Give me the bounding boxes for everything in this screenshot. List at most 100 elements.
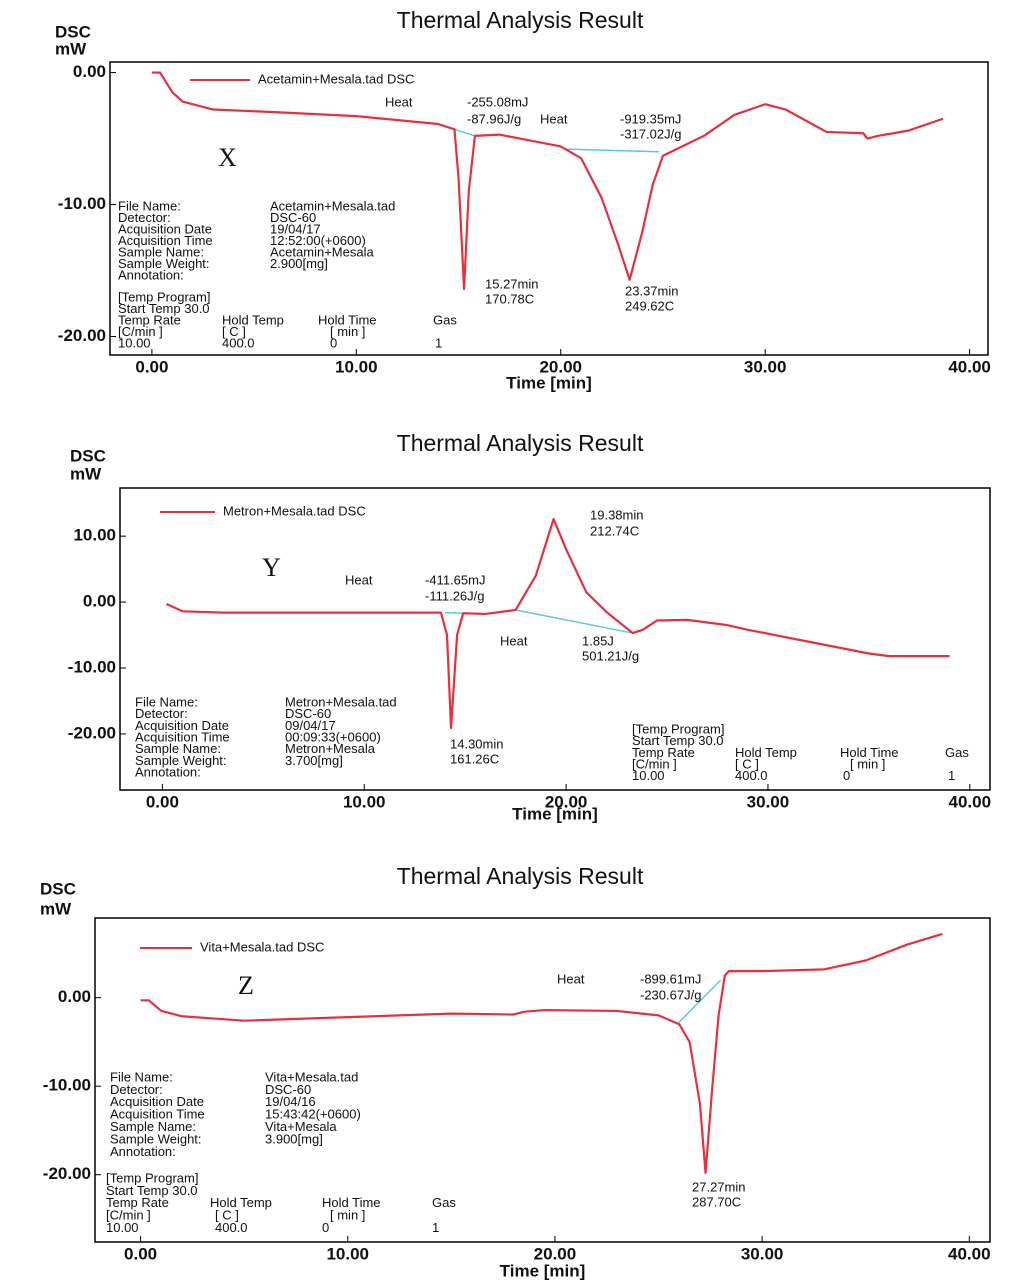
- x-tick-label: 20.00: [539, 357, 582, 376]
- temp-column: Gas: [433, 312, 457, 327]
- y-axis-label: DSC: [55, 22, 91, 41]
- temp-value: 400.0: [735, 768, 768, 783]
- temp-unit: [C/min ]: [106, 1208, 151, 1223]
- x-tick-label: 30.00: [744, 357, 787, 376]
- annotation: 1.85J: [582, 633, 614, 648]
- legend-label: Metron+Mesala.tad DSC: [223, 503, 366, 518]
- temp-unit: [ C ]: [215, 1208, 239, 1223]
- annotation: -255.08mJ: [467, 94, 528, 109]
- x-tick-label: 0.00: [135, 357, 168, 376]
- legend-label: Vita+Mesala.tad DSC: [200, 939, 324, 954]
- info-label: Acquisition Date: [110, 1094, 204, 1109]
- sample-label: Y: [262, 553, 281, 582]
- info-label: Acquisition Date: [135, 718, 229, 733]
- info-label: Sample Name:: [110, 1119, 196, 1134]
- info-label: Annotation:: [110, 1144, 176, 1159]
- temp-column: Hold Time: [322, 1195, 381, 1210]
- temp-program-title: [Temp Program]: [106, 1170, 198, 1185]
- annotation: -317.02J/g: [620, 126, 681, 141]
- baseline: [454, 128, 476, 137]
- info-label: File Name:: [110, 1069, 173, 1084]
- y-axis-label: mW: [40, 899, 72, 918]
- info-label: Sample Weight:: [135, 753, 227, 768]
- annotation: -899.61mJ: [640, 971, 701, 986]
- annotation: -919.35mJ: [620, 111, 681, 126]
- annotation: Heat: [345, 572, 373, 587]
- info-value: 00:09:33(+0600): [285, 730, 381, 745]
- annotation: 19.38min: [590, 507, 643, 522]
- temp-program-start: Start Temp 30.0: [106, 1183, 198, 1198]
- info-label: Annotation:: [118, 267, 184, 282]
- temp-value: 400.0: [222, 335, 255, 350]
- y-tick-label: 0.00: [58, 987, 91, 1006]
- x-axis-label: Time [min]: [512, 804, 598, 823]
- x-tick-label: 0.00: [146, 792, 179, 811]
- info-value: 3.700[mg]: [285, 753, 343, 768]
- y-tick-label: -20.00: [43, 1164, 91, 1183]
- x-tick-label: 0.00: [124, 1244, 157, 1263]
- x-tick-label: 10.00: [335, 357, 378, 376]
- dsc-curve: [165, 517, 950, 730]
- info-value: DSC-60: [285, 706, 331, 721]
- y-tick-label: 10.00: [73, 526, 116, 545]
- annotation: Heat: [500, 633, 528, 648]
- info-value: Vita+Mesala.tad: [265, 1069, 358, 1084]
- info-label: Sample Weight:: [110, 1131, 202, 1146]
- info-value: 19/04/17: [270, 221, 321, 236]
- info-value: 2.900[mg]: [270, 256, 328, 271]
- temp-unit: [C/min ]: [118, 324, 163, 339]
- y-tick-label: 0.00: [73, 62, 106, 81]
- info-value: Metron+Mesala: [285, 741, 376, 756]
- temp-column: Temp Rate: [118, 312, 181, 327]
- annotation: 15.27min: [485, 276, 538, 291]
- sample-label: X: [218, 143, 237, 172]
- temp-column: Hold Temp: [222, 312, 284, 327]
- annotation: 27.27min: [692, 1179, 745, 1194]
- temp-value: 1: [948, 768, 955, 783]
- annotation: Heat: [540, 111, 568, 126]
- x-tick-label: 30.00: [741, 1244, 784, 1263]
- annotation: 212.74C: [590, 523, 639, 538]
- info-label: Sample Name:: [135, 741, 221, 756]
- info-value: 09/04/17: [285, 718, 336, 733]
- annotation: -87.96J/g: [467, 111, 521, 126]
- temp-value: 10.00: [118, 335, 151, 350]
- dsc-curve: [140, 932, 943, 1175]
- annotation: -111.26J/g: [425, 588, 485, 603]
- info-value: 3.900[mg]: [265, 1131, 323, 1146]
- x-tick-label: 20.00: [545, 792, 588, 811]
- y-axis-label: mW: [55, 39, 87, 58]
- annotation: 23.37min: [625, 283, 678, 298]
- x-tick-label: 10.00: [326, 1244, 369, 1263]
- temp-column: Gas: [432, 1195, 456, 1210]
- temp-unit: [C/min ]: [632, 757, 677, 772]
- y-axis-label: DSC: [70, 446, 106, 465]
- y-axis-label: mW: [70, 464, 102, 483]
- sample-label: Z: [238, 971, 254, 1000]
- info-value: DSC-60: [270, 210, 316, 225]
- temp-unit: [ C ]: [222, 324, 246, 339]
- temp-column: Hold Temp: [735, 745, 797, 760]
- plot-frame: [109, 61, 989, 356]
- annotation: Heat: [385, 94, 413, 109]
- info-label: File Name:: [135, 694, 198, 709]
- info-label: Detector:: [110, 1082, 163, 1097]
- temp-value: 0: [322, 1220, 329, 1235]
- x-tick-label: 10.00: [343, 792, 386, 811]
- x-axis-label: Time [min]: [506, 373, 592, 392]
- temp-program-title: [Temp Program]: [118, 289, 210, 304]
- baseline: [515, 609, 633, 634]
- info-label: Detector:: [118, 210, 171, 225]
- y-tick-label: -10.00: [58, 194, 106, 213]
- info-label: Sample Name:: [118, 244, 204, 259]
- temp-column: Hold Time: [840, 745, 899, 760]
- annotation: 501.21J/g: [582, 648, 639, 663]
- info-label: Acquisition Date: [118, 221, 212, 236]
- info-label: Detector:: [135, 706, 188, 721]
- y-axis-label: DSC: [40, 879, 76, 898]
- temp-unit: [ min ]: [850, 757, 885, 772]
